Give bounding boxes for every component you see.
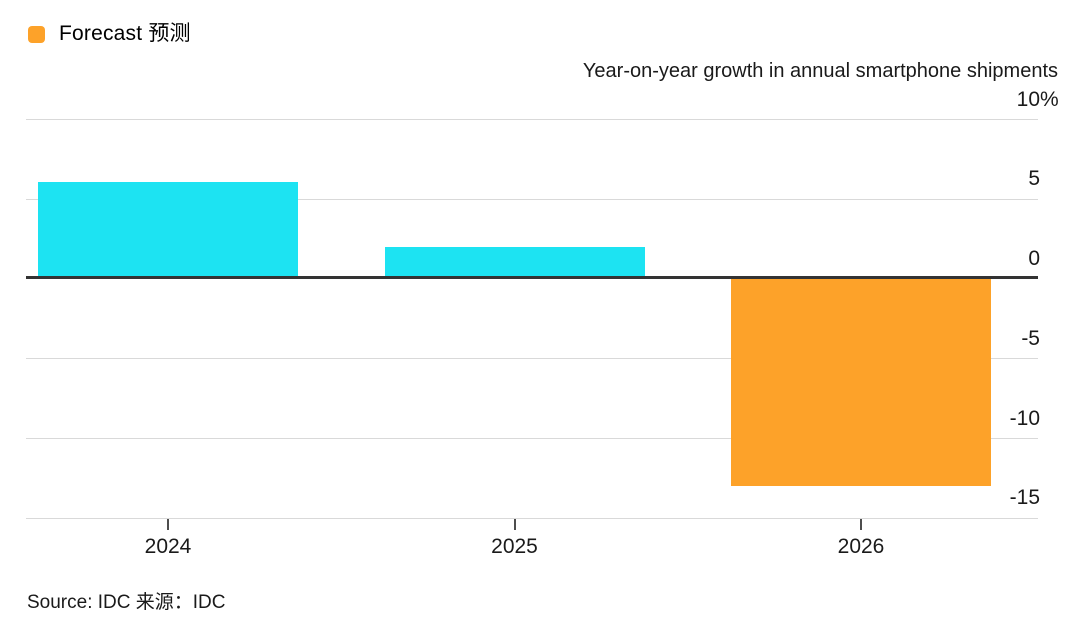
bar-2026-forecast: [731, 279, 991, 487]
legend: Forecast 预测: [28, 22, 191, 46]
gridline-5: [26, 198, 1038, 200]
xtick-label-2026: 2026: [837, 535, 885, 558]
zero-axis-line: [26, 276, 1038, 279]
forecast-legend-swatch: [28, 25, 45, 43]
xtick-2024: [167, 519, 169, 530]
gridline--10: [26, 438, 1038, 439]
ytick-label-5: 5: [1028, 167, 1040, 191]
ytick-label--5: -5: [1021, 326, 1040, 350]
xtick-label-2025: 2025: [491, 535, 538, 558]
percent-unit-suffix: %: [1040, 87, 1059, 111]
ytick-label-10: 10%: [1016, 87, 1059, 111]
bar-2025: [384, 247, 645, 279]
gridline--5: [26, 358, 1038, 360]
chart-title: Year-on-year growth in annual smartphone…: [582, 60, 1058, 82]
ytick-label-0: 0: [1028, 247, 1040, 270]
forecast-legend-label: Forecast 预测: [59, 22, 191, 45]
gridline-10: [26, 119, 1038, 120]
ytick-label--15: -15: [1009, 486, 1040, 510]
xtick-label-2024: 2024: [144, 535, 192, 558]
xtick-2026: [860, 519, 862, 530]
gridline--15: [26, 517, 1038, 519]
source-note: Source: IDC 来源：IDC: [27, 592, 226, 613]
xtick-2025: [513, 519, 516, 530]
ytick-label--10: -10: [1009, 406, 1040, 430]
bar-2024: [38, 181, 298, 279]
